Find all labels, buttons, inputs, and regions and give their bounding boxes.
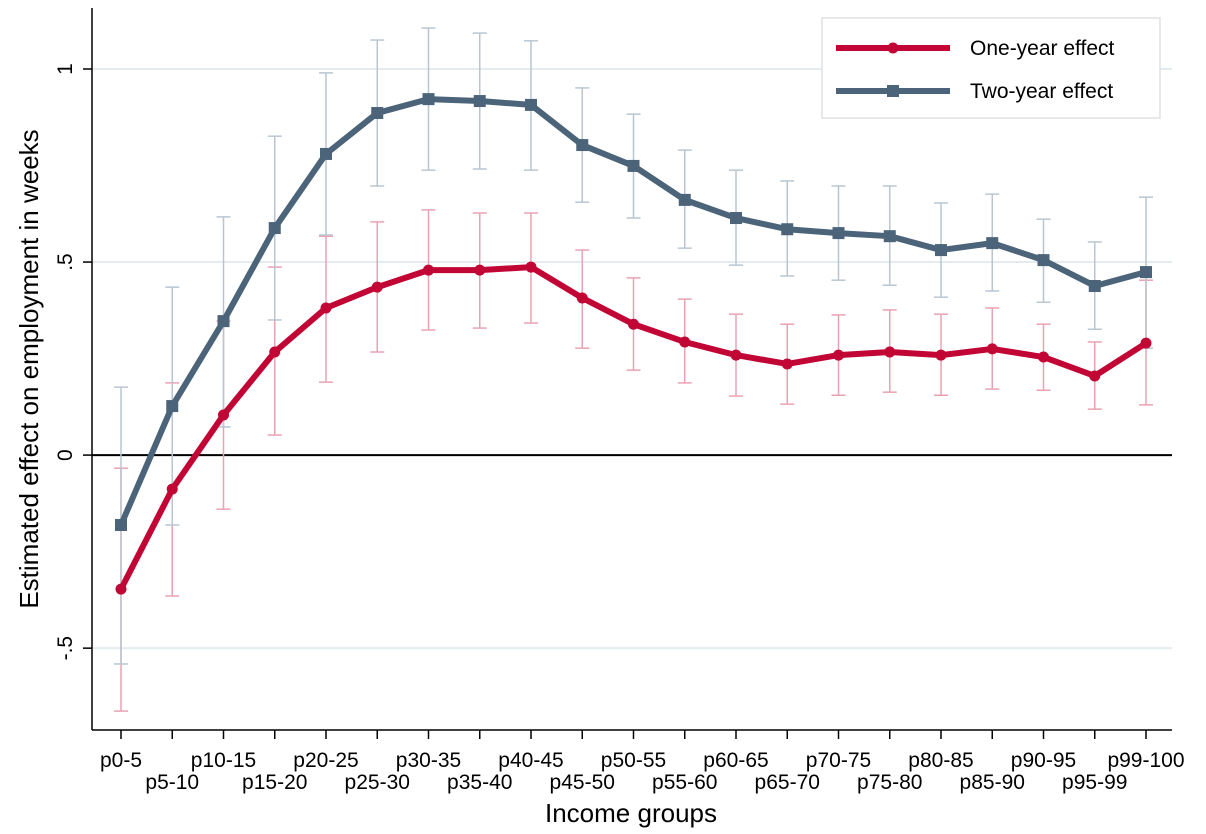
point xyxy=(269,346,281,358)
point xyxy=(576,292,588,304)
point xyxy=(935,349,947,361)
x-tick-label: p45-50 xyxy=(550,771,615,794)
x-tick-label: p15-20 xyxy=(242,771,307,794)
x-tick-label: p0-5 xyxy=(100,749,142,772)
point xyxy=(1088,279,1101,292)
point xyxy=(887,42,899,54)
y-tick-label: 0 xyxy=(54,449,77,461)
point xyxy=(935,244,947,257)
point xyxy=(371,281,383,293)
point xyxy=(268,222,281,235)
point xyxy=(371,107,384,120)
point xyxy=(1140,266,1152,279)
point xyxy=(1140,337,1152,349)
point xyxy=(781,223,794,236)
point xyxy=(883,230,896,243)
x-tick-label: p95-99 xyxy=(1062,771,1127,794)
point xyxy=(1038,351,1049,363)
point xyxy=(218,409,229,421)
point xyxy=(781,358,793,370)
point xyxy=(833,349,844,361)
y-tick-label: -.5 xyxy=(54,636,77,661)
point xyxy=(678,193,691,206)
legend-label: Two-year effect xyxy=(970,80,1113,103)
x-tick-label: p25-30 xyxy=(345,771,410,794)
point xyxy=(730,212,742,225)
x-tick-label: p5-10 xyxy=(145,771,199,794)
point xyxy=(986,237,999,250)
x-tick-label: p80-85 xyxy=(908,749,973,772)
x-tick-label: p50-55 xyxy=(601,749,666,772)
y-axis-title: Estimated effect on employment in weeks xyxy=(14,129,44,608)
x-tick-label: p30-35 xyxy=(396,749,461,772)
x-axis-title: Income groups xyxy=(545,798,717,828)
x-tick-label: p85-90 xyxy=(960,771,1025,794)
legend-label: One-year effect xyxy=(970,37,1115,60)
point xyxy=(115,583,127,595)
x-tick-label: p20-25 xyxy=(293,749,358,772)
point xyxy=(115,518,127,531)
x-tick-label: p40-45 xyxy=(498,749,563,772)
point xyxy=(679,336,691,348)
point xyxy=(166,400,179,413)
x-tick-label: p35-40 xyxy=(447,771,512,794)
point xyxy=(576,139,589,152)
point xyxy=(730,349,742,361)
y-tick-label: 1 xyxy=(54,63,77,75)
y-tick-label: .5 xyxy=(54,253,77,271)
point xyxy=(832,227,845,240)
point xyxy=(320,147,332,160)
point xyxy=(986,343,998,355)
legend: One-year effect Two-year effect xyxy=(821,17,1161,119)
point xyxy=(217,315,230,328)
x-tick-label: p65-70 xyxy=(755,771,820,794)
point xyxy=(525,261,537,273)
point xyxy=(320,302,332,314)
x-tick-label: p99-100 xyxy=(1107,749,1184,772)
point xyxy=(473,95,486,108)
point xyxy=(887,85,899,97)
point xyxy=(628,318,639,330)
point xyxy=(525,98,537,111)
point xyxy=(1037,254,1050,267)
point xyxy=(166,483,178,495)
point xyxy=(423,264,434,276)
x-tick-label: p55-60 xyxy=(652,771,717,794)
point xyxy=(1089,370,1101,382)
point xyxy=(422,93,435,106)
x-tick-label: p75-80 xyxy=(857,771,922,794)
x-tick-label: p70-75 xyxy=(806,749,871,772)
x-tick-label: p10-15 xyxy=(191,749,256,772)
x-tick-label: p90-95 xyxy=(1011,749,1076,772)
point xyxy=(474,264,486,276)
x-tick-label: p60-65 xyxy=(703,749,768,772)
legend-box xyxy=(821,17,1161,119)
point xyxy=(627,159,640,172)
point xyxy=(884,346,896,358)
